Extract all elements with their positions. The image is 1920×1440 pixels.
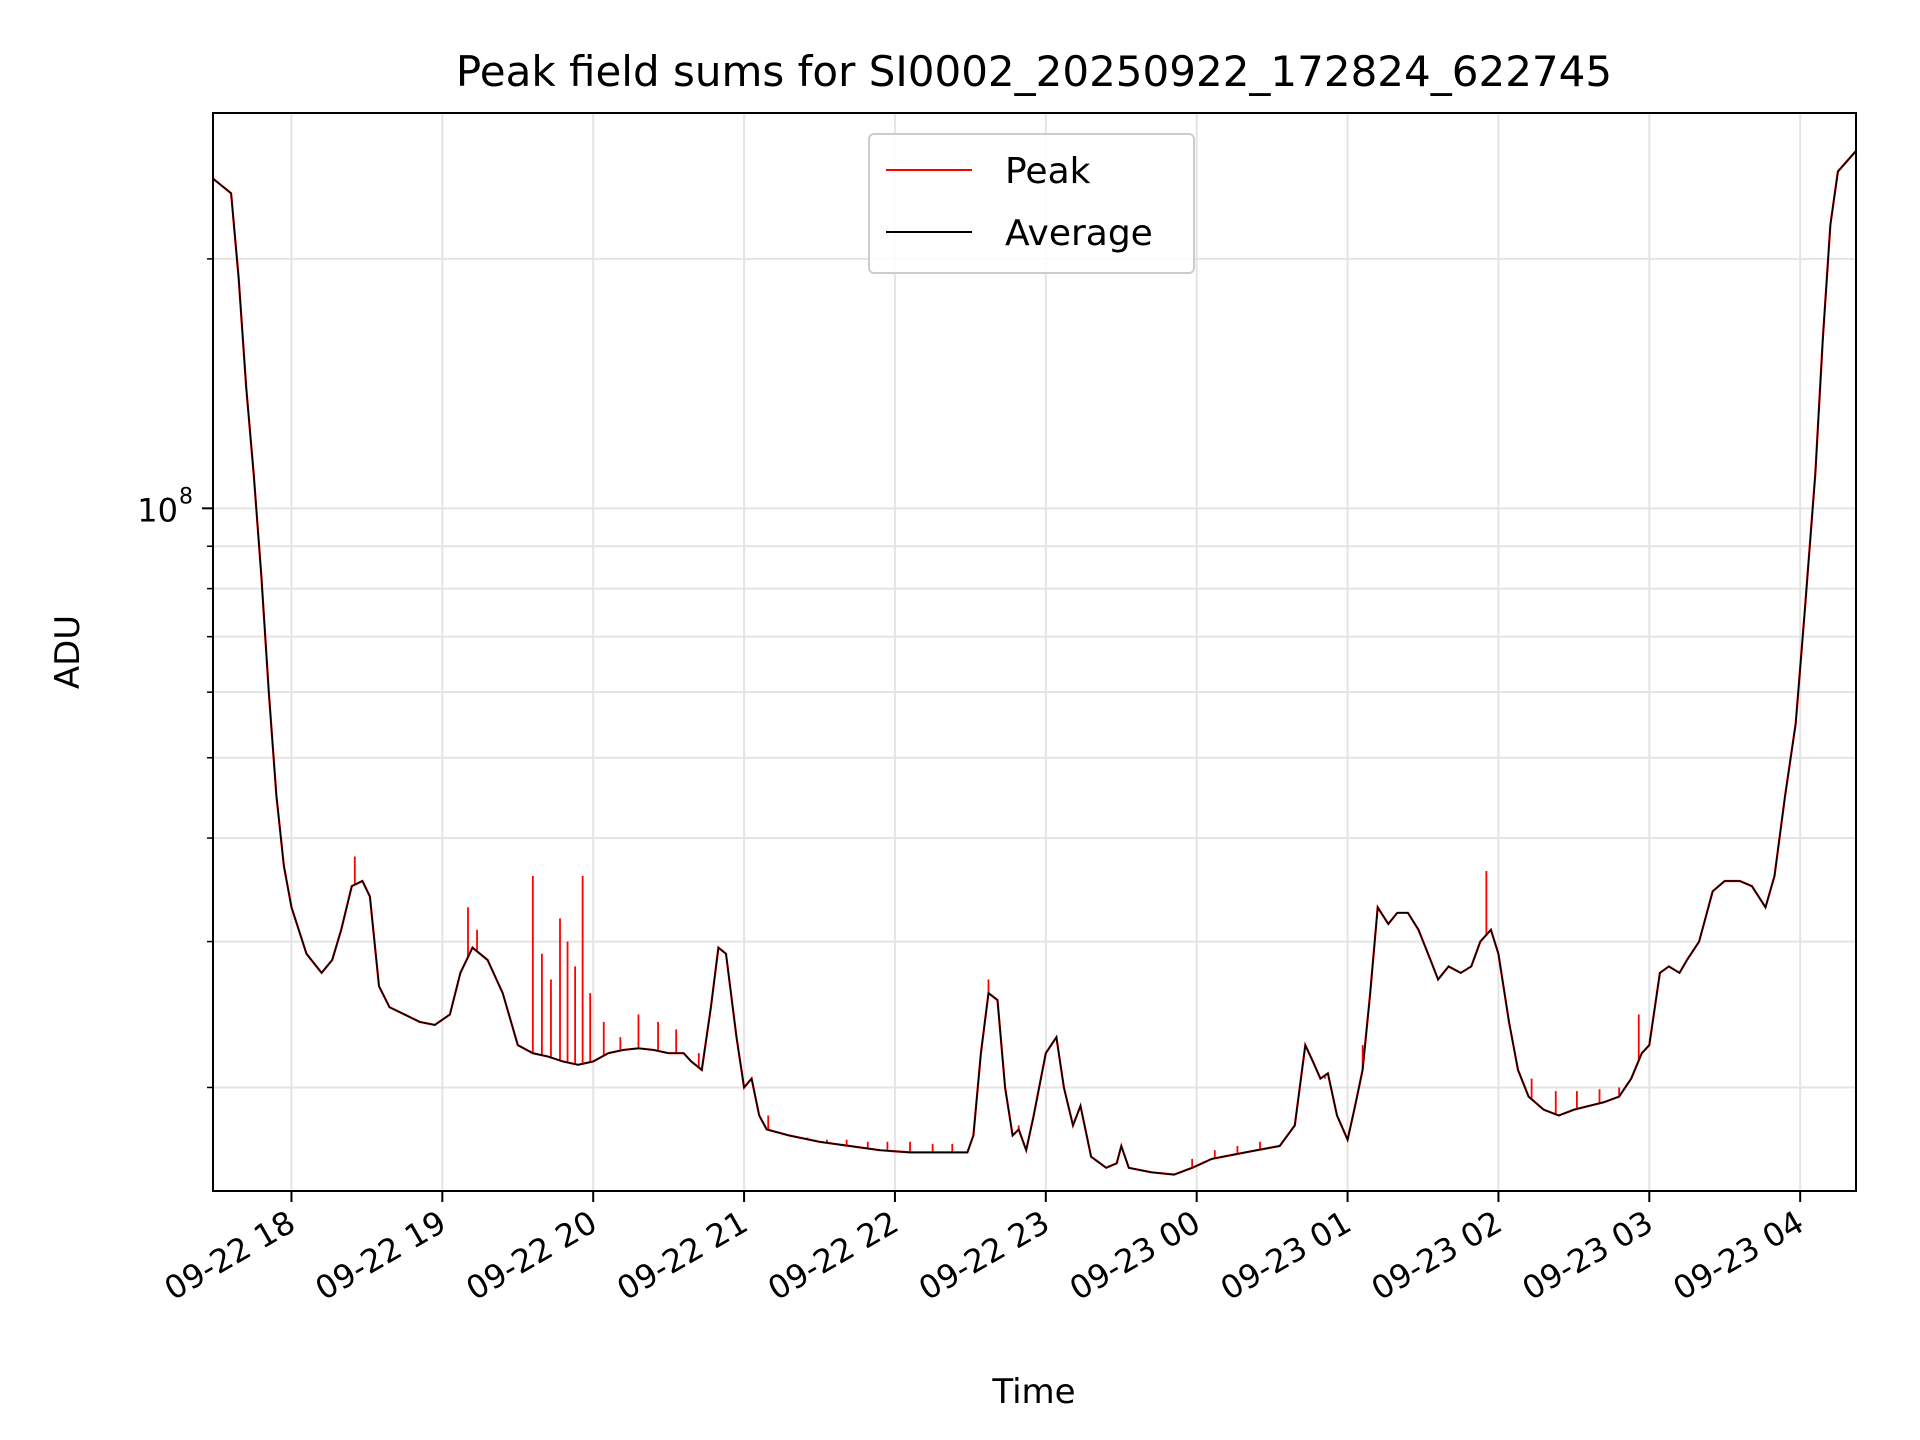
- y-axis-ticks: 10 8: [137, 258, 213, 1089]
- legend-box: [868, 133, 1195, 274]
- y-tick-label-base: 10: [137, 491, 178, 529]
- grid: [213, 113, 1856, 1191]
- y-tick-label-exponent: 8: [179, 484, 193, 509]
- average-series: [213, 150, 1856, 1176]
- chart-title: Peak field sums for SI0002_20250922_1728…: [456, 47, 1612, 96]
- legend-peak-label: Peak: [1005, 151, 1091, 192]
- legend: Peak Average: [868, 133, 1195, 274]
- legend-average-label: Average: [1005, 213, 1153, 254]
- y-axis-title: ADU: [48, 615, 88, 689]
- x-axis-title: Time: [991, 1372, 1075, 1412]
- average-line: [213, 150, 1856, 1176]
- plot-area-frame: [212, 112, 1857, 1192]
